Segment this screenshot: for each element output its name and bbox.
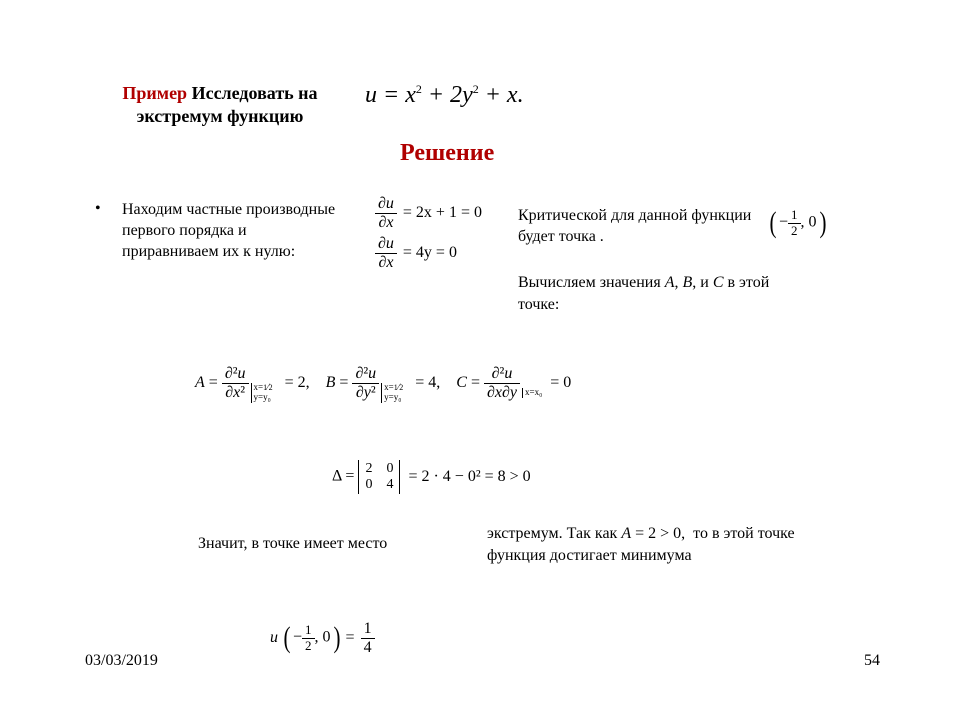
slide: Пример Исследовать на экстремум функцию …	[0, 0, 960, 720]
eq-du-dy: ∂u∂x = 4y = 0	[375, 235, 484, 271]
solution-heading: Решение	[400, 140, 494, 167]
title-example-word: Пример	[122, 83, 187, 103]
det-prefix: Δ =	[332, 468, 354, 485]
partial-derivatives: ∂u∂x = 2x + 1 = 0 ∂u∂x = 4y = 0	[375, 195, 484, 275]
C-value: = 0	[550, 374, 571, 391]
critical-point-value: ( −12, 0 )	[768, 208, 828, 238]
function-definition: u = x2 + 2y2 + x.	[365, 82, 524, 109]
compute-abc-text: Вычисляем значения A, B, и C в этой точк…	[518, 272, 798, 315]
B-value: = 4,	[415, 374, 440, 391]
equals: =	[346, 629, 355, 646]
minimum-value: u ( −12, 0 ) = 14	[270, 620, 375, 656]
second-derivatives-line: A = ∂²u∂x²x=1⁄2y=y₀ = 2, B = ∂²u∂y²x=1⁄2…	[195, 365, 815, 401]
determinant-line: Δ = 20 04 = 2 · 4 − 0² = 8 > 0	[332, 460, 531, 494]
conclusion-text: экстремум. Так как A = 2 > 0, то в этой …	[487, 523, 797, 566]
det-expr: = 2 · 4 − 0² = 8 > 0	[408, 468, 530, 485]
footer-date: 03/03/2019	[85, 652, 158, 670]
slide-title: Пример Исследовать на экстремум функцию	[100, 82, 340, 127]
title-line2: экстремум функцию	[137, 106, 304, 126]
bullet-dot-icon: •	[95, 200, 101, 218]
therefore-text: Значит, в точке имеет место	[198, 535, 387, 553]
step-1-text: Находим частные производные первого поря…	[122, 200, 342, 262]
eq2-rhs: = 4y = 0	[403, 244, 457, 262]
eq-du-dx: ∂u∂x = 2x + 1 = 0	[375, 195, 484, 231]
eq1-rhs: = 2x + 1 = 0	[403, 204, 482, 222]
title-rest-line1: Исследовать на	[187, 83, 317, 103]
u-label: u	[270, 629, 278, 646]
critical-point-text: Критической для данной функции будет точ…	[518, 206, 753, 248]
A-value: = 2,	[285, 374, 310, 391]
footer-page-number: 54	[864, 652, 880, 670]
